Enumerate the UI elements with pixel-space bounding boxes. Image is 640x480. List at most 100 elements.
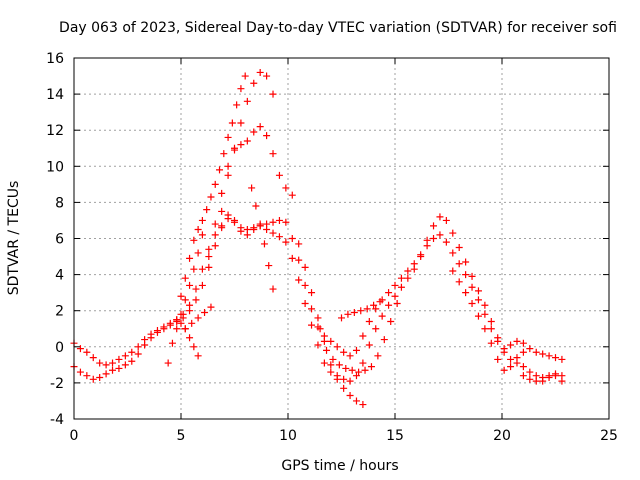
data-point	[365, 341, 373, 349]
data-point	[216, 166, 224, 174]
data-point	[224, 211, 232, 219]
data-point	[355, 368, 363, 376]
x-tick-label: 20	[493, 428, 511, 444]
data-point	[260, 240, 268, 248]
data-point	[397, 274, 405, 282]
data-point	[449, 267, 457, 275]
y-tick-label: 6	[55, 232, 64, 248]
x-tick-label: 25	[600, 428, 618, 444]
y-tick-label: 14	[46, 87, 64, 103]
data-point	[370, 301, 378, 309]
data-point	[186, 254, 194, 262]
data-point	[526, 375, 534, 383]
data-point	[288, 191, 296, 199]
data-point	[83, 372, 91, 380]
data-point	[173, 316, 181, 324]
data-point	[436, 231, 444, 239]
data-point	[532, 377, 540, 385]
data-point	[89, 375, 97, 383]
data-point	[359, 359, 367, 367]
data-point	[552, 372, 559, 380]
data-point	[455, 260, 463, 268]
data-point	[481, 325, 489, 333]
series-trace-h	[181, 303, 215, 333]
data-point	[211, 242, 219, 250]
data-point	[269, 218, 277, 226]
data-point	[513, 354, 521, 362]
data-point	[198, 216, 206, 224]
data-point	[173, 325, 181, 333]
data-point	[455, 244, 463, 252]
data-point	[282, 184, 290, 192]
series-trace-c	[205, 123, 296, 261]
data-point	[224, 162, 232, 170]
y-tick-label: 10	[46, 159, 64, 175]
data-point	[385, 289, 393, 297]
data-point	[134, 350, 142, 358]
data-point	[474, 296, 482, 304]
y-tick-label: -4	[50, 412, 64, 428]
data-point	[308, 321, 316, 329]
data-point	[487, 325, 495, 333]
data-point	[487, 318, 495, 326]
data-point	[468, 272, 476, 280]
data-point	[391, 292, 399, 300]
data-point	[404, 267, 412, 275]
data-point	[436, 213, 444, 221]
data-point	[128, 357, 136, 365]
data-point	[449, 249, 457, 257]
data-point	[288, 254, 296, 262]
data-point	[391, 281, 399, 289]
data-point	[275, 216, 283, 224]
data-point	[430, 235, 438, 242]
data-point	[153, 328, 161, 336]
data-point	[314, 341, 322, 349]
data-point	[519, 348, 527, 356]
y-tick-label: 16	[46, 51, 64, 67]
data-point	[177, 310, 185, 318]
data-point	[359, 332, 367, 340]
data-point	[190, 265, 198, 273]
data-point	[250, 225, 258, 233]
data-point	[188, 319, 196, 327]
data-point	[194, 225, 202, 233]
data-point	[207, 303, 215, 311]
series-trace-f	[173, 231, 206, 333]
data-point	[374, 352, 382, 360]
series-trace-e	[164, 72, 249, 367]
data-point	[558, 355, 566, 363]
data-point	[532, 348, 540, 356]
data-point	[545, 352, 553, 360]
data-point	[166, 321, 174, 329]
y-tick-label: -2	[50, 376, 64, 392]
data-point	[194, 314, 202, 322]
data-point	[76, 368, 84, 376]
data-point	[241, 72, 249, 80]
data-point	[256, 123, 264, 131]
data-point	[190, 343, 198, 351]
data-point	[205, 245, 213, 253]
data-point	[442, 238, 450, 246]
data-point	[269, 285, 277, 293]
data-point	[181, 325, 189, 333]
data-point	[323, 346, 331, 354]
data-point	[338, 314, 345, 322]
series-trace-k	[316, 299, 401, 376]
data-point	[333, 375, 341, 383]
data-point	[552, 354, 559, 362]
data-point	[387, 318, 395, 326]
x-tick-label: 0	[70, 428, 79, 444]
data-point	[342, 364, 350, 372]
data-point	[121, 361, 129, 369]
data-point	[357, 307, 365, 315]
data-point	[231, 144, 238, 152]
x-tick-label: 15	[386, 428, 404, 444]
data-point	[207, 193, 215, 201]
data-point	[352, 372, 360, 380]
x-tick-label: 10	[279, 428, 297, 444]
data-point	[102, 361, 110, 369]
data-point	[263, 225, 271, 233]
data-point	[397, 283, 405, 291]
data-point	[224, 171, 232, 179]
data-point	[468, 299, 476, 307]
